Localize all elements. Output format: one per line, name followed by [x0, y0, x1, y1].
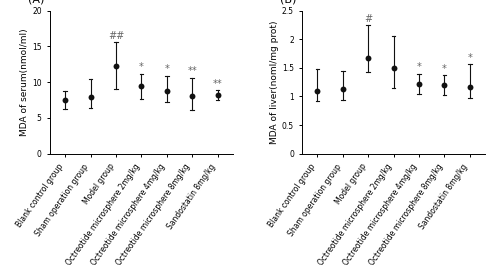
Point	[163, 89, 171, 94]
Text: *: *	[468, 53, 472, 63]
Point	[86, 95, 94, 99]
Point	[112, 64, 120, 68]
Text: *: *	[442, 64, 447, 74]
Text: (A): (A)	[28, 0, 44, 5]
Point	[364, 56, 372, 60]
Text: **: **	[188, 67, 197, 76]
Point	[390, 66, 398, 70]
Point	[214, 93, 222, 97]
Point	[415, 82, 423, 86]
Text: ##: ##	[108, 31, 124, 41]
Y-axis label: MDA of liver(noml/mg prot): MDA of liver(noml/mg prot)	[270, 20, 279, 144]
Point	[466, 85, 474, 89]
Text: *: *	[416, 63, 422, 72]
Point	[61, 98, 69, 102]
Text: **: **	[212, 79, 222, 89]
Y-axis label: MDA of serum(nmol/ml): MDA of serum(nmol/ml)	[20, 28, 30, 136]
Text: *: *	[139, 62, 144, 72]
Point	[314, 89, 322, 93]
Text: *: *	[164, 64, 169, 74]
Point	[138, 84, 145, 89]
Text: #: #	[364, 14, 372, 24]
Point	[440, 83, 448, 87]
Text: (B): (B)	[280, 0, 296, 5]
Point	[188, 94, 196, 98]
Point	[339, 87, 347, 91]
